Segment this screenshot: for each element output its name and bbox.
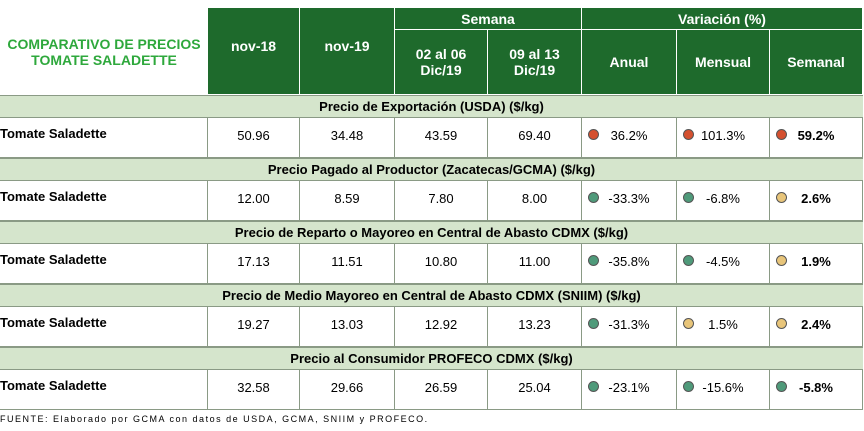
section-heading: Precio de Exportación (USDA) ($/kg) — [0, 95, 863, 118]
price: 29.66 — [300, 370, 395, 410]
variation: -35.8% — [582, 244, 677, 284]
column-header: Anual — [582, 30, 677, 95]
variation: -6.8% — [677, 181, 770, 221]
header-line: nov-18 — [230, 38, 277, 54]
row-label: Tomate Saladette — [0, 370, 208, 410]
price: 34.48 — [300, 118, 395, 158]
price: 13.03 — [300, 307, 395, 347]
price: 12.92 — [395, 307, 488, 347]
variation: 2.4% — [770, 307, 863, 347]
price: 8.00 — [488, 181, 582, 221]
status-dot — [776, 381, 787, 392]
header-line: nov-19 — [324, 38, 370, 54]
column-header: Mensual — [677, 30, 770, 95]
price: 50.96 — [208, 118, 300, 158]
variation: 1.5% — [677, 307, 770, 347]
row-border — [0, 157, 863, 158]
section-heading: Precio de Medio Mayoreo en Central de Ab… — [0, 284, 863, 307]
price: 69.40 — [488, 118, 582, 158]
status-dot — [683, 129, 694, 140]
status-dot — [683, 381, 694, 392]
price: 13.23 — [488, 307, 582, 347]
header-line: Dic/19 — [513, 62, 556, 78]
variation: 1.9% — [770, 244, 863, 284]
price: 17.13 — [208, 244, 300, 284]
status-dot — [588, 381, 599, 392]
status-dot — [683, 318, 694, 329]
column-header: nov-18 — [208, 8, 300, 95]
row-label: Tomate Saladette — [0, 181, 208, 221]
row-border — [0, 346, 863, 347]
title-line: COMPARATIVO DE PRECIOS — [7, 36, 201, 52]
variation: 2.6% — [770, 181, 863, 221]
row-label: Tomate Saladette — [0, 244, 208, 284]
row-label: Tomate Saladette — [0, 118, 208, 158]
variation: -5.8% — [770, 370, 863, 410]
variation: 101.3% — [677, 118, 770, 158]
row-border — [0, 220, 863, 221]
status-dot — [588, 318, 599, 329]
section-heading: Precio Pagado al Productor (Zacatecas/GC… — [0, 158, 863, 181]
price: 8.59 — [300, 181, 395, 221]
row-label: Tomate Saladette — [0, 307, 208, 347]
status-dot — [683, 192, 694, 203]
section-heading: Precio de Reparto o Mayoreo en Central d… — [0, 221, 863, 244]
status-dot — [588, 192, 599, 203]
header-line: 09 al 13 — [509, 46, 560, 62]
price: 32.58 — [208, 370, 300, 410]
header-line: Dic/19 — [420, 62, 462, 78]
variation: -23.1% — [582, 370, 677, 410]
row-border — [0, 283, 863, 284]
variation: 59.2% — [770, 118, 863, 158]
price: 43.59 — [395, 118, 488, 158]
status-dot — [776, 318, 787, 329]
price: 11.51 — [300, 244, 395, 284]
variation: -15.6% — [677, 370, 770, 410]
section-heading: Precio al Consumidor PROFECO CDMX ($/kg) — [0, 347, 863, 370]
status-dot — [776, 129, 787, 140]
variation: -33.3% — [582, 181, 677, 221]
status-dot — [588, 129, 599, 140]
variation: -31.3% — [582, 307, 677, 347]
title-line: TOMATE SALADETTE — [31, 52, 177, 68]
price: 11.00 — [488, 244, 582, 284]
column-header: Semanal — [770, 30, 863, 95]
price: 26.59 — [395, 370, 488, 410]
price: 10.80 — [395, 244, 488, 284]
header-line: Anual — [609, 54, 649, 70]
status-dot — [588, 255, 599, 266]
row-border — [0, 409, 863, 410]
price: 12.00 — [208, 181, 300, 221]
price: 25.04 — [488, 370, 582, 410]
variation: -4.5% — [677, 244, 770, 284]
price: 19.27 — [208, 307, 300, 347]
column-header: 09 al 13 Dic/19 — [488, 30, 582, 95]
column-header: nov-19 — [300, 8, 395, 95]
group-header: Variación (%) — [582, 8, 863, 30]
variation: 36.2% — [582, 118, 677, 158]
status-dot — [776, 192, 787, 203]
group-header: Semana — [395, 8, 582, 30]
column-header: 02 al 06 Dic/19 — [395, 30, 488, 95]
price: 7.80 — [395, 181, 488, 221]
status-dot — [776, 255, 787, 266]
status-dot — [683, 255, 694, 266]
header-line: 02 al 06 — [415, 46, 467, 62]
table-title: COMPARATIVO DE PRECIOS TOMATE SALADETTE — [0, 22, 208, 82]
header-line: Mensual — [694, 54, 751, 70]
header-line: Semanal — [787, 54, 845, 70]
footnote: FUENTE: Elaborado por GCMA con datos de … — [0, 414, 429, 424]
